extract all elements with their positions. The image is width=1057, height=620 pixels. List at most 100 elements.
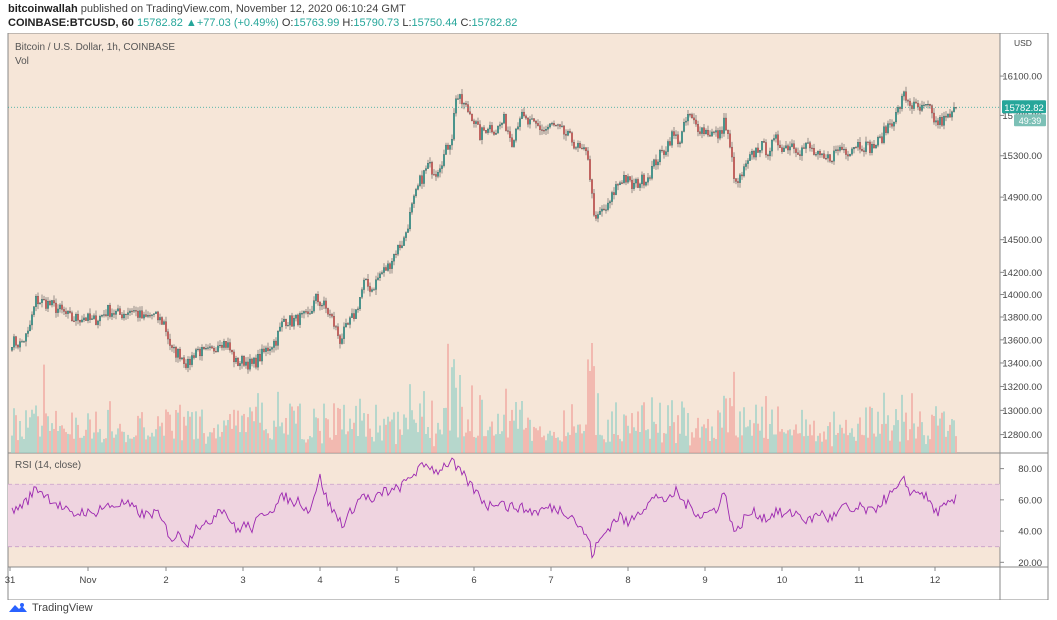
volume-bar [251, 411, 253, 453]
volume-bar [851, 428, 853, 453]
volume-bar [923, 435, 925, 453]
candle-body [467, 104, 469, 112]
candle-body [775, 134, 777, 139]
candle-body [917, 103, 919, 108]
tradingview-logo-icon[interactable] [8, 602, 28, 614]
volume-bar [911, 393, 913, 453]
candle-body [223, 341, 225, 348]
candle-body [229, 342, 231, 351]
candle-body [173, 347, 175, 349]
volume-bar [357, 436, 359, 453]
volume-bar [565, 436, 567, 453]
candle-body [717, 130, 719, 139]
tradingview-brand[interactable]: TradingView [32, 602, 93, 614]
candle-body [231, 349, 233, 353]
volume-bar [333, 403, 335, 453]
candle-body [299, 313, 301, 325]
candle-body [209, 346, 211, 348]
low-value: 15750.44 [411, 17, 458, 29]
volume-bar [173, 438, 175, 453]
volume-bar [37, 416, 39, 453]
candle-body [611, 192, 613, 202]
symbol-label[interactable]: COINBASE:BTCUSD, 60 [8, 17, 134, 29]
candle-body [933, 112, 935, 123]
candle-body [359, 297, 361, 310]
candle-body [915, 101, 917, 104]
volume-bar [461, 406, 463, 453]
volume-bar [515, 402, 517, 453]
volume-bar [879, 433, 881, 453]
volume-bar [405, 417, 407, 453]
volume-bar [925, 444, 927, 453]
candle-body [367, 279, 369, 287]
candle-body [565, 134, 567, 136]
volume-bar [523, 429, 525, 453]
volume-bar [127, 434, 129, 453]
author-name[interactable]: bitcoinwallah [8, 3, 78, 15]
candle-body [659, 150, 661, 163]
volume-bar [639, 431, 641, 453]
candle-body [641, 174, 643, 185]
candle-body [401, 245, 403, 248]
candle-body [169, 338, 171, 346]
candle-body [873, 144, 875, 149]
candle-body [275, 340, 277, 346]
candle-body [929, 104, 931, 106]
candle-body [357, 308, 359, 310]
volume-bar [89, 419, 91, 453]
volume-bar [393, 412, 395, 453]
volume-bar [701, 426, 703, 453]
candle-body [47, 301, 49, 309]
volume-bar [953, 420, 955, 453]
volume-bar [323, 403, 325, 453]
volume-bar [721, 427, 723, 453]
volume-bar [505, 388, 507, 453]
volume-bar [809, 424, 811, 453]
volume-bar [205, 443, 207, 453]
candle-body [671, 131, 673, 146]
volume-bar [139, 418, 141, 453]
volume-bar [463, 436, 465, 453]
volume-bar [711, 426, 713, 453]
volume-bar [551, 435, 553, 453]
candle-body [49, 301, 51, 306]
candle-body [29, 324, 31, 332]
candle-body [111, 313, 113, 317]
volume-bar [929, 439, 931, 453]
volume-bar [141, 412, 143, 453]
volume-bar [25, 410, 27, 453]
candle-body [327, 308, 329, 315]
candle-body [187, 358, 189, 368]
volume-bar [853, 436, 855, 453]
candle-body [301, 313, 303, 315]
candle-body [379, 273, 381, 279]
volume-bar [235, 425, 237, 453]
volume-bar [225, 425, 227, 453]
volume-bar [443, 408, 445, 453]
candle-body [491, 125, 493, 133]
candle-body [181, 357, 183, 360]
open-value: 15763.99 [293, 17, 340, 29]
candle-body [159, 317, 161, 321]
candle-body [653, 159, 655, 167]
volume-bar [873, 433, 875, 453]
candle-body [857, 142, 859, 148]
chart-canvas[interactable]: 12800.00 13000.00 13200.00 13400.00 13600.00… [0, 33, 1057, 600]
candle-body [461, 94, 463, 105]
volume-bar [771, 409, 773, 453]
candle-body [477, 121, 479, 125]
candle-body [273, 340, 275, 348]
time-tick-label: 31 [5, 575, 16, 586]
volume-bar [785, 433, 787, 453]
volume-bar [283, 433, 285, 453]
volume-bar [599, 434, 601, 453]
candle-body [143, 314, 145, 319]
candle-body [951, 111, 953, 118]
candle-body [361, 289, 363, 298]
candle-body [927, 104, 929, 106]
candle-body [71, 312, 73, 322]
time-tick-label: 12 [930, 575, 941, 586]
volume-bar [279, 426, 281, 453]
volume-bar [631, 413, 633, 453]
candle-body [735, 178, 737, 182]
